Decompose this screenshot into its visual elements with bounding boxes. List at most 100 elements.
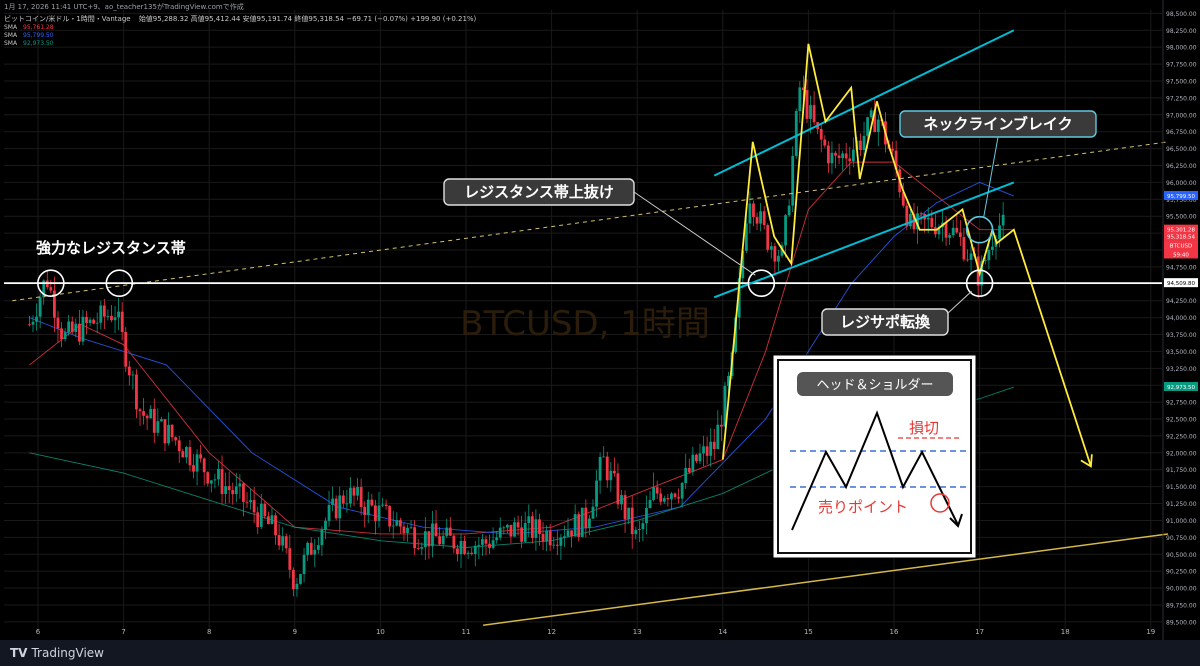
candle-body xyxy=(74,323,78,333)
candle-body xyxy=(791,155,795,206)
candle-body xyxy=(181,451,185,458)
candle-body xyxy=(695,454,698,462)
tradingview-logo[interactable]: TV TradingView xyxy=(10,646,104,660)
candle-body xyxy=(755,217,759,224)
y-tick-label: 90,500.00 xyxy=(1166,552,1197,559)
candle-body xyxy=(320,529,324,546)
price-chart[interactable]: BTCUSD, 1時間 98,500.00 98,250.00 98,000.00 9… xyxy=(0,0,1200,640)
candle-body xyxy=(481,539,484,545)
candle-body xyxy=(680,482,684,499)
candle-body xyxy=(274,515,277,536)
highlight-circle[interactable] xyxy=(965,215,994,244)
candle-body xyxy=(470,552,474,554)
candle-body xyxy=(769,246,773,250)
candle-body xyxy=(306,542,310,555)
x-tick-label: 14 xyxy=(718,628,727,636)
sma-legend-3[interactable]: SMA 92,973.50 xyxy=(4,40,54,47)
sma-legend-2[interactable]: SMA 95,799.50 xyxy=(4,32,54,39)
candle-body xyxy=(217,468,220,480)
y-tick-label: 97,000.00 xyxy=(1166,112,1197,119)
candle-body xyxy=(284,536,288,549)
candle-body xyxy=(224,486,228,495)
sma-legend-1[interactable]: SMA 95,761.28 xyxy=(4,24,54,31)
candle-body xyxy=(167,424,170,444)
candle-body xyxy=(805,90,809,119)
candle-body xyxy=(844,153,848,159)
highlight-circle[interactable] xyxy=(965,269,994,298)
ohlc-readout: ビットコイン/米ドル・1時間・Vantage 始値95,288.32 高値95,… xyxy=(4,14,476,24)
candle-body xyxy=(563,536,566,538)
candle-body xyxy=(916,213,919,230)
inset-arrow-head xyxy=(949,513,963,528)
candle-body xyxy=(331,498,335,505)
candle-body xyxy=(334,498,338,519)
candle-body xyxy=(798,87,802,112)
price-badge xyxy=(1164,240,1198,250)
inset-sell-circle xyxy=(930,493,950,513)
candle-body xyxy=(423,531,427,548)
y-tick-label: 98,250.00 xyxy=(1166,28,1197,35)
candle-body xyxy=(384,504,388,507)
y-tick-label: 89,750.00 xyxy=(1166,602,1197,609)
long-trend-line[interactable] xyxy=(483,533,1169,626)
y-tick-label: 91,750.00 xyxy=(1166,467,1197,474)
candle-body xyxy=(245,501,249,503)
y-tick-label: 96,500.00 xyxy=(1166,146,1197,153)
channel-upper-line[interactable] xyxy=(713,29,1015,177)
candle-body xyxy=(170,424,174,438)
candle-body xyxy=(288,548,292,570)
candle-body xyxy=(156,421,160,433)
candle-body xyxy=(901,192,905,206)
candle-body xyxy=(605,456,609,481)
x-tick-label: 17 xyxy=(975,628,984,636)
channel-lower-line[interactable] xyxy=(713,181,1015,299)
symbol-name[interactable]: ビットコイン/米ドル・1時間・Vantage xyxy=(4,15,131,23)
candle-body xyxy=(99,305,103,323)
dashed-trend-line[interactable] xyxy=(12,141,1168,302)
price-badge-text: 95,301.28 xyxy=(1167,227,1195,233)
candle-body xyxy=(905,205,909,227)
callout-breakout[interactable]: レジスタンス帯上抜け xyxy=(443,178,635,206)
candle-body xyxy=(926,217,930,220)
candle-body xyxy=(495,537,499,541)
chart-meta: 1月 17, 2026 11:41 UTC+9、ao_teacher135がTr… xyxy=(4,3,244,11)
candle-body xyxy=(830,152,834,164)
price-badge xyxy=(1164,231,1198,241)
candle-body xyxy=(958,232,962,238)
candle-body xyxy=(338,495,342,519)
candle-body xyxy=(67,321,71,333)
highlight-circle[interactable] xyxy=(747,269,776,298)
footer-bar xyxy=(0,640,1200,666)
candle-body xyxy=(295,583,299,590)
candle-body xyxy=(823,139,827,146)
candle-body xyxy=(955,227,959,233)
callout-support-flip[interactable]: レジサポ転換 xyxy=(821,308,949,336)
highlight-circle[interactable] xyxy=(37,269,65,298)
price-badge xyxy=(1164,190,1198,200)
tv-logo-icon: TV xyxy=(10,646,28,660)
x-tick-label: 18 xyxy=(1061,628,1070,636)
candle-body xyxy=(227,486,231,491)
callout-neckline-break[interactable]: ネックラインブレイク xyxy=(899,110,1097,138)
candle-body xyxy=(637,529,641,530)
candle-body xyxy=(316,545,320,550)
candle-body xyxy=(49,287,53,291)
candle-body xyxy=(802,87,805,91)
candle-body xyxy=(609,470,613,481)
x-tick-label: 19 xyxy=(1146,628,1155,636)
x-tick-label: 13 xyxy=(633,628,642,636)
candle-body xyxy=(434,523,438,537)
x-tick-label: 12 xyxy=(547,628,556,636)
candle-body xyxy=(837,155,841,159)
candle-body xyxy=(445,527,449,536)
candle-body xyxy=(630,507,634,535)
highlight-circle[interactable] xyxy=(105,269,134,298)
candle-body xyxy=(784,215,787,246)
candle-body xyxy=(206,472,210,484)
candle-body xyxy=(627,507,631,520)
candle-body xyxy=(281,536,285,546)
candle-body xyxy=(834,152,837,156)
candle-body xyxy=(623,495,627,520)
inset-inner-frame xyxy=(777,359,972,554)
